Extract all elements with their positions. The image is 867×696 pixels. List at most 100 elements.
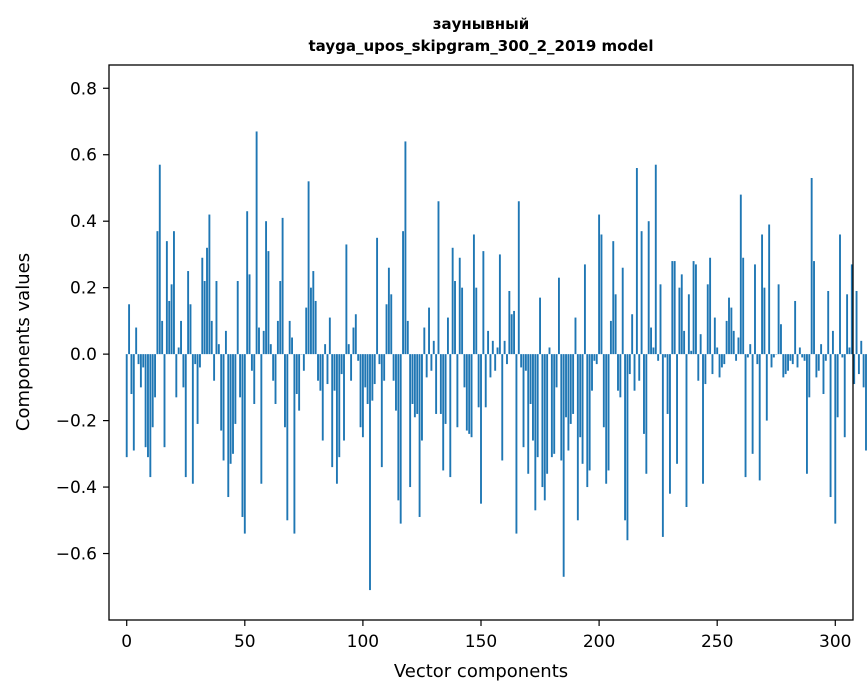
bar xyxy=(517,201,520,355)
y-axis-label: Components values xyxy=(13,253,34,431)
bar xyxy=(491,340,494,355)
bar xyxy=(647,221,650,355)
bar xyxy=(650,327,652,355)
bar xyxy=(321,354,324,441)
bar xyxy=(489,354,492,378)
bar xyxy=(749,344,752,355)
bar xyxy=(735,354,738,361)
bar xyxy=(692,261,695,355)
bar xyxy=(626,354,629,541)
bar xyxy=(328,317,331,355)
bar xyxy=(654,164,657,355)
bar xyxy=(125,354,128,458)
bar xyxy=(428,307,430,355)
bar xyxy=(659,284,662,355)
bar xyxy=(865,354,867,451)
bar xyxy=(664,354,667,358)
x-tick-label: 100 xyxy=(347,632,379,652)
bar xyxy=(163,354,166,448)
bar xyxy=(576,354,579,521)
bar xyxy=(600,234,603,355)
bar xyxy=(253,354,256,404)
bar xyxy=(456,354,459,428)
bar xyxy=(158,164,161,355)
bar xyxy=(128,304,131,355)
bar xyxy=(671,261,674,355)
bar xyxy=(156,231,159,355)
y-tick-label: 0.0 xyxy=(70,345,97,365)
x-tick-label: 0 xyxy=(121,632,132,652)
y-tick-label: 0.4 xyxy=(70,212,97,232)
bar xyxy=(836,354,839,418)
bar xyxy=(624,354,627,521)
chart-title: заунывный xyxy=(433,15,529,33)
bar xyxy=(515,354,518,534)
bar xyxy=(345,244,348,355)
bar xyxy=(798,347,801,355)
bar xyxy=(581,354,584,464)
bar xyxy=(446,317,449,355)
bar xyxy=(822,354,825,395)
bar xyxy=(302,354,305,371)
bar xyxy=(588,354,591,471)
bar xyxy=(177,347,180,355)
bar xyxy=(784,354,787,375)
bar xyxy=(569,354,572,424)
bar xyxy=(279,281,282,355)
bar xyxy=(754,264,756,355)
bar xyxy=(439,354,442,414)
bar xyxy=(347,344,350,355)
bar xyxy=(839,234,841,355)
bar xyxy=(477,354,480,408)
bar xyxy=(395,354,397,411)
x-tick-label: 250 xyxy=(701,632,733,652)
bar xyxy=(409,354,412,488)
bar xyxy=(553,354,556,454)
bar xyxy=(335,354,338,484)
bar xyxy=(591,354,593,391)
bar xyxy=(404,141,407,355)
bar xyxy=(402,231,404,355)
bar xyxy=(494,354,497,371)
x-tick-label: 200 xyxy=(583,632,615,652)
bar xyxy=(756,354,759,365)
bar xyxy=(371,354,374,401)
bar xyxy=(673,261,676,355)
bar xyxy=(295,354,298,395)
bar xyxy=(716,347,719,355)
bar xyxy=(534,354,537,511)
bar xyxy=(170,284,173,355)
bar xyxy=(354,314,357,355)
bar xyxy=(206,247,208,355)
bar xyxy=(154,354,156,398)
bar xyxy=(312,271,315,355)
bar xyxy=(331,354,334,468)
bar xyxy=(711,354,714,375)
x-tick-label: 50 xyxy=(234,632,256,652)
bar xyxy=(137,354,140,365)
bar xyxy=(246,211,249,355)
bar xyxy=(373,354,376,385)
bar xyxy=(224,330,227,355)
bar xyxy=(258,327,260,355)
bar xyxy=(546,354,549,474)
bar xyxy=(527,354,530,474)
bar xyxy=(324,344,327,355)
bar xyxy=(631,314,634,355)
bar xyxy=(796,354,799,368)
bar xyxy=(281,217,284,355)
bar xyxy=(472,234,475,355)
bar xyxy=(598,214,601,355)
bar xyxy=(609,320,612,355)
bar xyxy=(364,354,367,388)
bar xyxy=(595,354,598,365)
bar xyxy=(227,354,230,498)
bar xyxy=(272,354,275,381)
bar xyxy=(380,354,383,468)
bar xyxy=(529,354,532,404)
bar xyxy=(543,354,546,501)
bar xyxy=(709,257,712,355)
bar xyxy=(465,354,468,431)
bar xyxy=(730,307,733,355)
